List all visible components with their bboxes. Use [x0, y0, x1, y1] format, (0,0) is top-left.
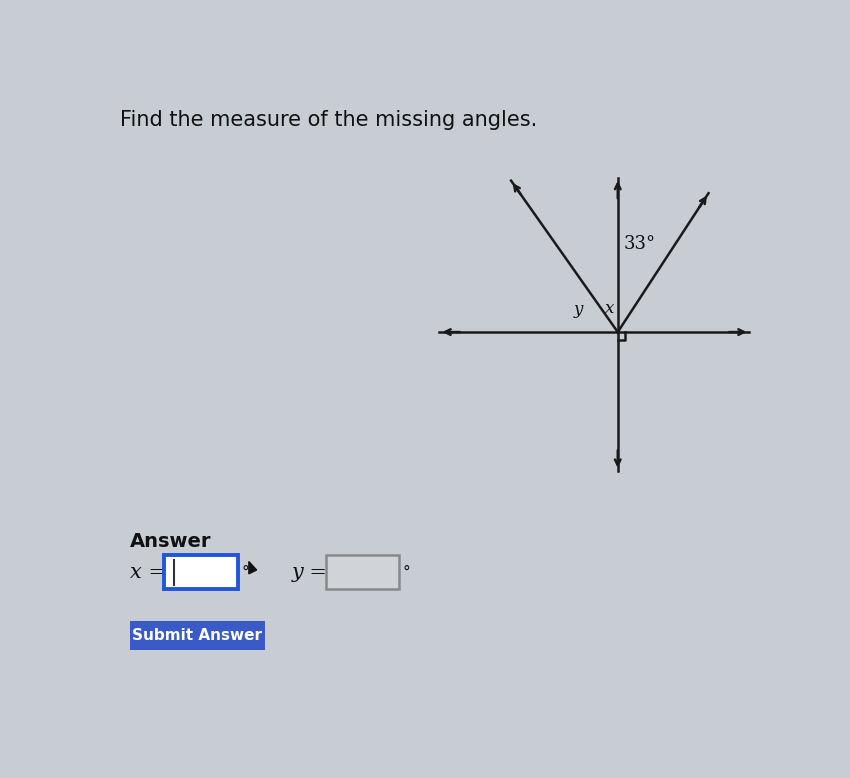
Bar — [129, 621, 265, 650]
Text: y =: y = — [292, 562, 328, 582]
Text: x: x — [604, 300, 614, 317]
Text: Answer: Answer — [129, 532, 211, 552]
Text: 33°: 33° — [624, 234, 656, 253]
Text: y: y — [574, 301, 583, 318]
Text: x =: x = — [129, 562, 166, 582]
Text: °: ° — [402, 565, 410, 580]
Bar — [326, 555, 400, 589]
Text: Find the measure of the missing angles.: Find the measure of the missing angles. — [120, 110, 537, 130]
Text: °: ° — [241, 565, 249, 580]
Text: Submit Answer: Submit Answer — [133, 628, 263, 643]
Polygon shape — [249, 562, 257, 574]
Bar — [164, 555, 238, 589]
